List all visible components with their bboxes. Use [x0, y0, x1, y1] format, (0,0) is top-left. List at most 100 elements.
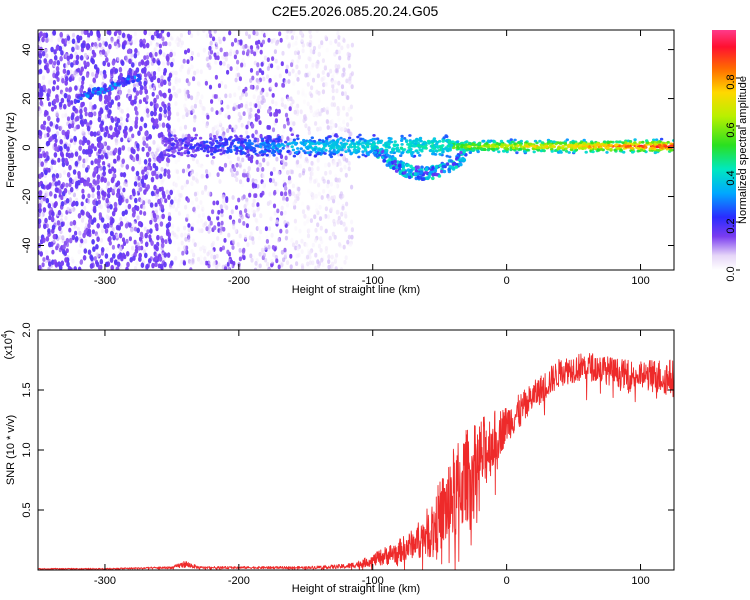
spectrogram-cell [99, 238, 104, 243]
spectrogram-cell [335, 146, 339, 150]
spectrogram-cell [81, 80, 85, 85]
spectrogram-cell [326, 125, 330, 130]
spectrogram-cell [242, 168, 246, 174]
spectrogram-cell [142, 140, 146, 146]
spectrogram-cell [347, 145, 351, 149]
spectrogram-cell [80, 30, 84, 35]
spectrogram-cell [145, 143, 149, 149]
spectrogram-cell [317, 90, 321, 96]
spectrogram-cell [93, 266, 97, 270]
spectrogram-cell [274, 101, 278, 107]
spectrogram-cell [167, 76, 171, 82]
spectrogram-cell [215, 44, 219, 50]
spectrogram-cell [500, 143, 504, 147]
spectrogram-cell [271, 245, 275, 250]
spectrogram-cell [172, 142, 176, 146]
spectrogram-cell [511, 146, 516, 150]
spectrogram-cell [149, 228, 153, 234]
spectrogram-cell [72, 219, 77, 226]
spectrogram-cell [65, 63, 69, 69]
spectrogram-cell [244, 208, 248, 214]
spectrogram-cell [286, 136, 290, 142]
spectrogram-cell [61, 129, 66, 136]
spectrogram-cell [283, 185, 287, 191]
spectrogram-cell [145, 151, 150, 158]
spectrogram-cell [88, 218, 92, 225]
spectrogram-cell [337, 64, 341, 70]
spectrogram-cell [131, 166, 135, 172]
spectrogram-cell [42, 257, 46, 262]
spectrogram-cell [237, 104, 241, 109]
spectrogram-cell [105, 104, 109, 111]
spectrogram-cell [186, 139, 190, 143]
spectrogram-cell [292, 201, 296, 207]
spectrogram-cell [334, 68, 338, 73]
spectrogram-cell [191, 238, 195, 244]
spectrogram-cell [76, 99, 80, 103]
spectrogram-cell [285, 202, 289, 208]
spectrogram-cell [267, 37, 271, 43]
spectrogram-cell [624, 145, 628, 149]
spectrogram-cell [38, 173, 42, 180]
spectrogram-cell [423, 145, 427, 149]
spectrogram-cell [249, 158, 254, 164]
spectrogram-cell [561, 146, 565, 150]
spectrogram-cell [125, 251, 130, 257]
spectrogram-cell [269, 84, 273, 90]
spectrogram-cell [292, 81, 296, 86]
spectrogram-cell [334, 38, 338, 44]
spectrogram-cell [280, 205, 284, 211]
spectrogram-cell [122, 241, 127, 247]
spectrogram-cell [148, 52, 153, 58]
spectrogram-cell [45, 140, 50, 147]
spectrogram-cell [333, 141, 337, 145]
spectrogram-cell [497, 142, 501, 146]
spectrogram-cell [113, 158, 117, 164]
spectrogram-cell [96, 236, 100, 242]
spectrogram-cell [337, 117, 341, 122]
spectrogram-cell [173, 240, 177, 246]
spectrogram-cell [330, 102, 334, 107]
spectrogram-cell [311, 242, 315, 248]
spectrogram-cell [190, 95, 194, 101]
spectrogram-cell [82, 254, 87, 261]
spectrogram-cell [140, 59, 145, 65]
spectrogram-cell [444, 139, 449, 143]
spectrogram-cell [238, 248, 242, 253]
spectrogram-cell [480, 147, 484, 151]
spectrogram-cell [120, 172, 124, 178]
spectrogram-cell [134, 175, 138, 181]
spectrogram-cell [209, 137, 213, 141]
spectrogram-cell [338, 123, 343, 128]
spectrogram-cell [176, 175, 181, 181]
spectrogram-cell [138, 236, 143, 242]
spectrogram-cell [413, 139, 417, 143]
spectrogram-cell [456, 140, 460, 144]
spectrogram-cell [209, 33, 213, 39]
spectrogram-cell [275, 188, 279, 194]
spectrogram-cell [222, 226, 226, 232]
spectrogram-cell [167, 146, 171, 150]
spectrogram-cell [294, 182, 298, 188]
spectrogram-cell [176, 151, 181, 155]
spectrogram-cell [317, 44, 322, 50]
spectrogram-cell [202, 248, 207, 254]
spectrogram-cell [198, 99, 202, 105]
spectrogram-cell [44, 109, 48, 116]
spectrogram-cell [71, 38, 76, 45]
spectrogram-cell [196, 219, 200, 224]
spectrogram-cell [139, 193, 143, 199]
spectrogram-cell [195, 172, 199, 177]
spectrogram-cell [297, 54, 301, 60]
spectrogram-cell [200, 173, 204, 179]
spectrogram-cell [301, 265, 305, 270]
spectrogram-cell [61, 113, 65, 119]
spectrogram-cell [291, 183, 295, 189]
spectrogram-cell [68, 237, 73, 244]
spectrogram-cell [231, 245, 235, 250]
spectrogram-cell [325, 47, 329, 53]
spectrogram-cell [187, 81, 191, 87]
spectrogram-cell [529, 142, 533, 146]
spectrogram-cell [115, 233, 119, 239]
spectrogram-cell [322, 178, 326, 184]
